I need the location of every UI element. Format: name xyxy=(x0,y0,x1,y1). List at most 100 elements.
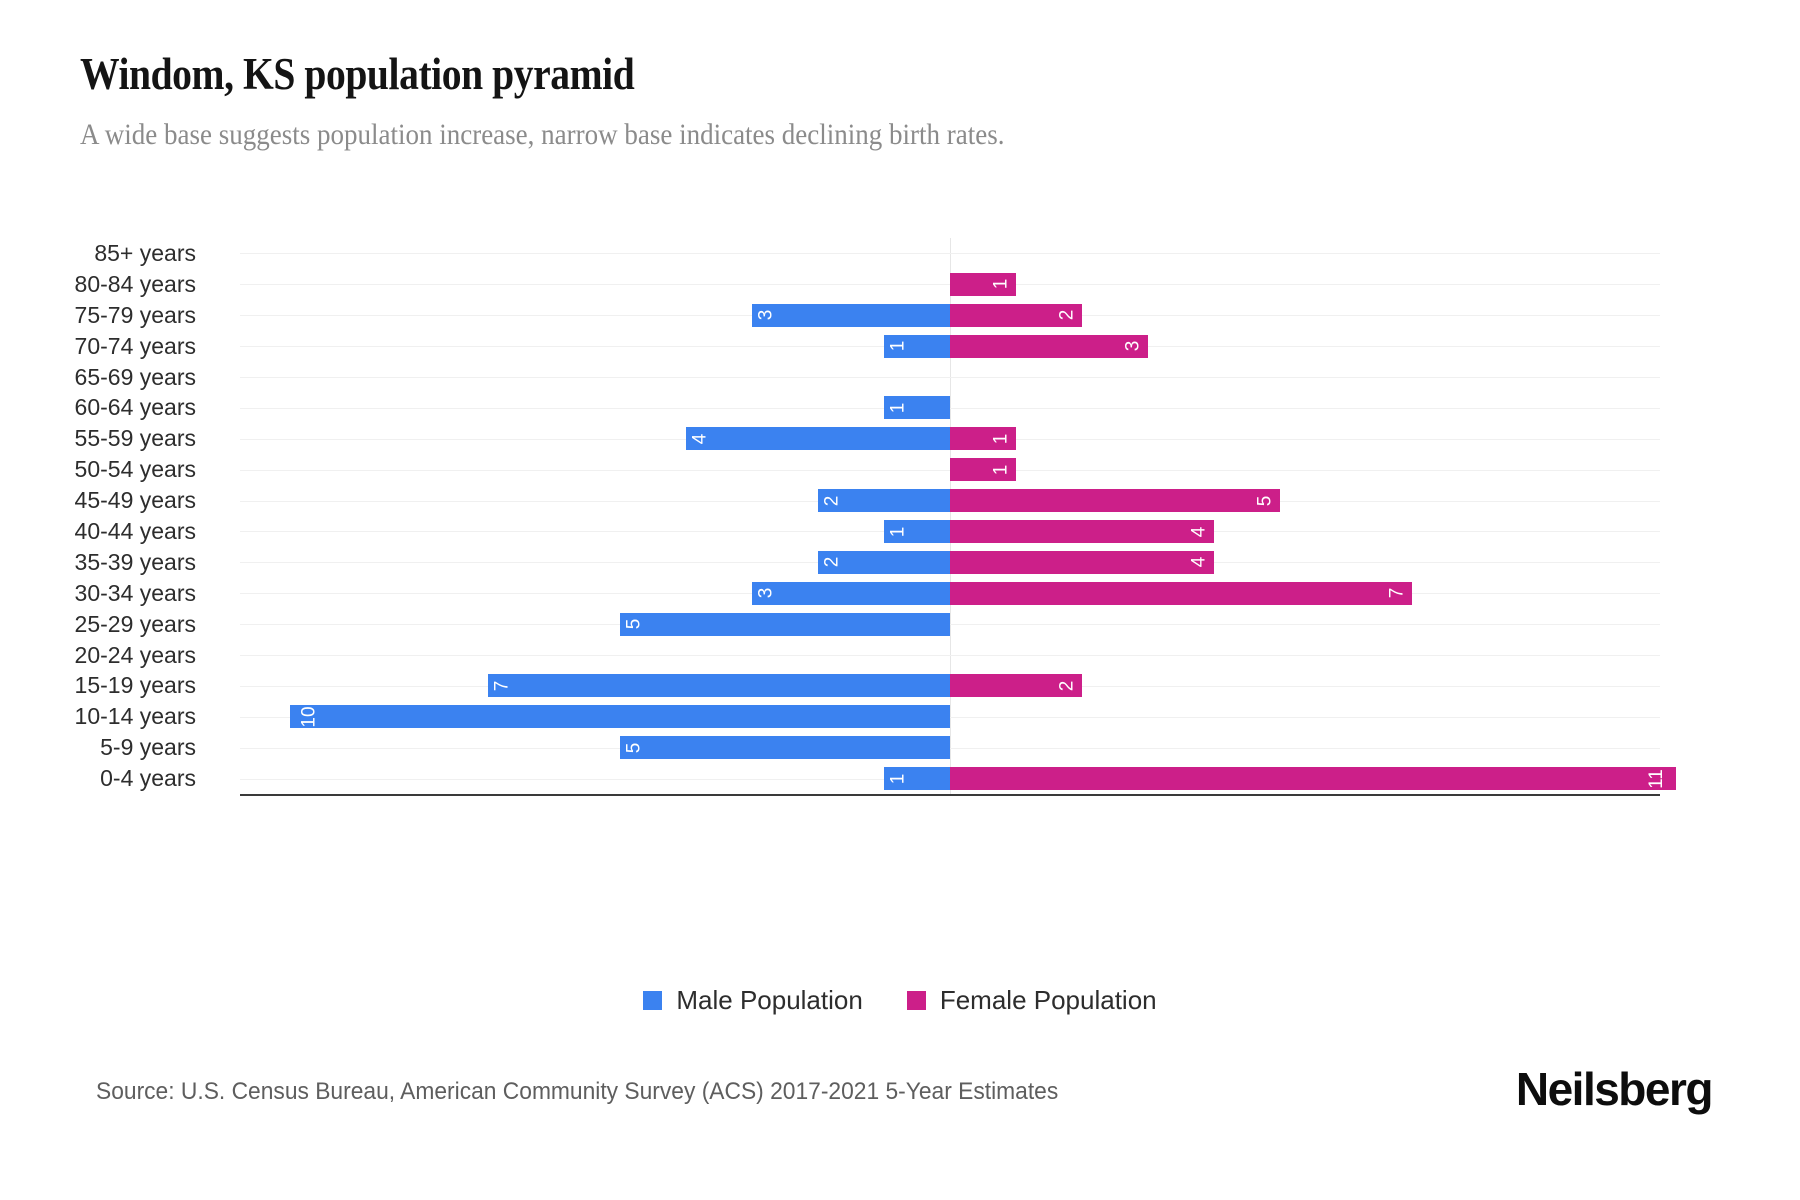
legend-label-female: Female Population xyxy=(939,985,1157,1015)
bar-value-label: 2 xyxy=(821,557,843,568)
pyramid-row: 35-39 years 2 4 xyxy=(75,547,1660,578)
bar-value-label: 1 xyxy=(990,279,1012,290)
gridline xyxy=(240,377,1660,378)
y-axis-tick-label: 0-4 years xyxy=(100,765,196,792)
bar-value-label: 2 xyxy=(1056,309,1078,321)
bar-male[interactable]: 3 xyxy=(752,303,950,327)
bar-value-label: 5 xyxy=(623,618,645,630)
bar-female[interactable]: 1 xyxy=(950,458,1016,482)
y-axis-tick-label: 45-49 years xyxy=(74,487,196,514)
bar-value-label: 7 xyxy=(491,680,513,692)
page-title: Windom, KS population pyramid xyxy=(80,49,635,99)
legend-item-female[interactable]: Female Population xyxy=(906,985,1157,1016)
pyramid-row: 0-4 years 1 11 xyxy=(100,763,1676,794)
bar-female[interactable]: 1 xyxy=(950,272,1016,296)
pyramid-row: 80-84 years 1 xyxy=(75,269,1660,300)
bar-female[interactable]: 2 xyxy=(950,674,1082,698)
y-axis-tick-label: 70-74 years xyxy=(74,332,196,359)
bar-value-label: 5 xyxy=(623,742,645,754)
bar-female[interactable]: 5 xyxy=(950,489,1280,513)
y-axis-tick-label: 75-79 years xyxy=(74,301,196,328)
center-axis-line xyxy=(950,238,951,794)
bar-male[interactable]: 1 xyxy=(884,396,950,420)
bar-value-label: 4 xyxy=(1188,557,1210,568)
y-axis-tick-label: 20-24 years xyxy=(74,641,196,668)
bar-male[interactable]: 1 xyxy=(884,767,950,791)
y-axis-tick-label: 60-64 years xyxy=(74,394,196,421)
bar-value-label: 1 xyxy=(887,402,909,414)
bar-value-label: 4 xyxy=(689,433,711,445)
bar-male[interactable]: 2 xyxy=(818,489,950,513)
population-pyramid-plot: 85+ years 80-84 years 1 75-79 years 3 2 70-74 … xyxy=(75,238,1676,794)
pyramid-row: 85+ years xyxy=(94,238,1660,269)
bar-value-label: 5 xyxy=(1254,495,1276,506)
pyramid-row: 50-54 years 1 xyxy=(75,454,1660,485)
pyramid-row: 15-19 years 7 2 xyxy=(75,670,1660,701)
bar-value-label: 1 xyxy=(887,526,909,537)
bar-female[interactable]: 2 xyxy=(950,303,1082,327)
bar-male[interactable]: 5 xyxy=(620,612,950,636)
y-axis-tick-label: 85+ years xyxy=(94,240,196,266)
y-axis-tick-label: 35-39 years xyxy=(74,548,196,575)
gridline xyxy=(240,655,1660,656)
bar-value-label: 11 xyxy=(1646,768,1668,789)
pyramid-row: 75-79 years 3 2 xyxy=(75,300,1660,331)
y-axis-tick-label: 40-44 years xyxy=(74,518,196,544)
pyramid-row: 45-49 years 2 5 xyxy=(75,485,1660,516)
bar-value-label: 1 xyxy=(990,464,1012,476)
bar-male[interactable]: 3 xyxy=(752,581,950,605)
y-axis-tick-label: 10-14 years xyxy=(74,703,196,730)
bar-male[interactable]: 2 xyxy=(818,550,950,574)
bar-value-label: 2 xyxy=(821,495,843,506)
pyramid-row: 60-64 years 1 xyxy=(75,392,1660,423)
chart-legend: Male Population Female Population xyxy=(0,985,1800,1016)
bar-female[interactable]: 4 xyxy=(950,520,1214,543)
bar-value-label: 3 xyxy=(1122,340,1144,352)
pyramid-row: 5-9 years 5 xyxy=(100,732,1660,763)
bar-female[interactable]: 4 xyxy=(950,550,1214,574)
y-axis-tick-label: 65-69 years xyxy=(74,363,196,390)
page-subtitle: A wide base suggests population increase… xyxy=(80,118,1005,151)
bar-value-label: 3 xyxy=(755,587,777,599)
brand-logo: Neilsberg xyxy=(1515,1063,1714,1115)
pyramid-row: 65-69 years xyxy=(75,362,1660,393)
bar-female[interactable]: 7 xyxy=(950,581,1412,605)
y-axis-tick-label: 30-34 years xyxy=(74,579,196,606)
bar-male[interactable]: 7 xyxy=(488,674,950,698)
source-note: Source: U.S. Census Bureau, American Com… xyxy=(96,1078,1059,1105)
female-color-swatch-icon xyxy=(906,991,926,1010)
bar-value-label: 10 xyxy=(298,706,320,728)
bar-male[interactable]: 5 xyxy=(620,736,950,760)
gridline xyxy=(240,407,1660,409)
bar-value-label: 1 xyxy=(990,433,1012,445)
pyramid-row: 70-74 years 1 3 xyxy=(75,331,1660,362)
x-axis-baseline xyxy=(240,794,1660,796)
male-color-swatch-icon xyxy=(643,991,663,1010)
bar-value-label: 7 xyxy=(1386,587,1408,599)
y-axis-tick-label: 5-9 years xyxy=(100,734,196,761)
y-axis-tick-label: 25-29 years xyxy=(74,610,196,637)
y-axis-tick-label: 15-19 years xyxy=(74,672,196,699)
bar-female[interactable]: 11 xyxy=(950,767,1676,791)
legend-label-male: Male Population xyxy=(676,985,863,1015)
bar-value-label: 3 xyxy=(755,309,777,321)
y-axis-tick-label: 55-59 years xyxy=(74,425,196,452)
gridline xyxy=(240,716,1660,718)
pyramid-row: 55-59 years 4 1 xyxy=(75,423,1660,454)
legend-item-male[interactable]: Male Population xyxy=(643,985,863,1016)
bar-female[interactable]: 1 xyxy=(950,427,1016,451)
gridline xyxy=(240,624,1660,626)
bar-male[interactable]: 1 xyxy=(884,520,950,543)
bar-male[interactable]: 10 xyxy=(290,705,950,729)
pyramid-row: 20-24 years xyxy=(75,640,1660,671)
pyramid-row: 40-44 years 1 4 xyxy=(75,516,1660,547)
bar-male[interactable]: 1 xyxy=(884,334,950,358)
bar-value-label: 4 xyxy=(1188,526,1210,537)
bar-male[interactable]: 4 xyxy=(686,427,950,451)
pyramid-row: 30-34 years 3 7 xyxy=(75,578,1660,609)
bar-female[interactable]: 3 xyxy=(950,334,1148,358)
gridline xyxy=(240,253,1660,255)
bar-value-label: 2 xyxy=(1056,680,1078,692)
y-axis-tick-label: 80-84 years xyxy=(74,270,196,297)
y-axis-tick-label: 50-54 years xyxy=(74,456,196,483)
